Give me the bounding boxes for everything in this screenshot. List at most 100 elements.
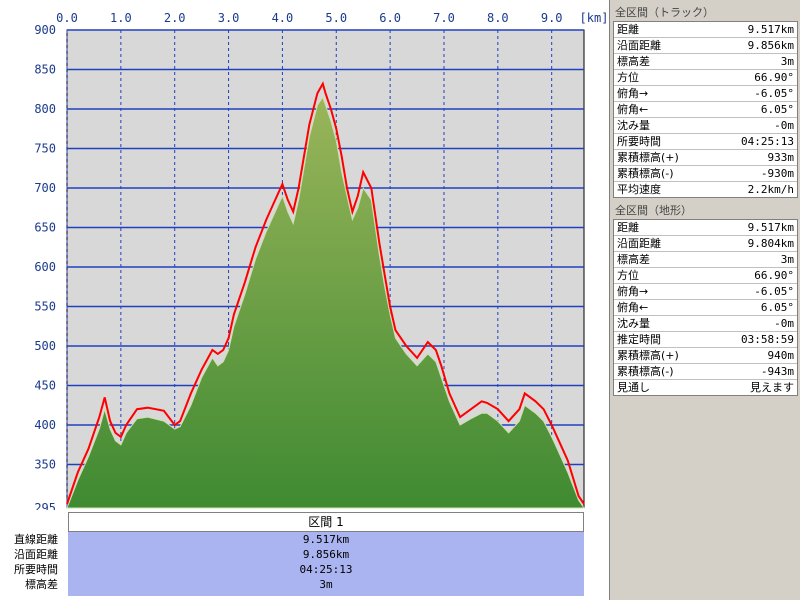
- stat-label: 俯角←: [617, 103, 649, 116]
- y-tick-label: 800: [34, 102, 56, 116]
- stat-row: 沈み量 -0m: [614, 316, 797, 332]
- x-tick-label: 4.0: [272, 11, 294, 25]
- stat-value: 9.517km: [747, 221, 794, 234]
- stat-label: 標高差: [617, 253, 650, 266]
- stat-row: 累積標高(+) 940m: [614, 348, 797, 364]
- terrain-section: 全区間（地形） 距離 9.517km 沿面距離 9.804km 標高差 3m 方位 66.90…: [613, 200, 798, 396]
- stat-row: 俯角→ -6.05°: [614, 284, 797, 300]
- x-tick-label: 2.0: [164, 11, 186, 25]
- stat-value: 9.856km: [747, 39, 794, 52]
- stat-label: 平均速度: [617, 183, 661, 196]
- x-tick-label: 1.0: [110, 11, 132, 25]
- x-tick-label: 8.0: [487, 11, 509, 25]
- stat-value: 66.90°: [754, 71, 794, 84]
- y-tick-label: 450: [34, 379, 56, 393]
- y-tick-label: 900: [34, 23, 56, 37]
- stat-value: -0m: [774, 119, 794, 132]
- stat-row: 見通し 見えます: [614, 380, 797, 395]
- stat-label: 方位: [617, 269, 639, 282]
- stat-label: 標高差: [617, 55, 650, 68]
- stat-value: 940m: [767, 349, 795, 362]
- track-stats-table: 距離 9.517km 沿面距離 9.856km 標高差 3m 方位 66.90° 俯角→ -6.0…: [613, 21, 798, 198]
- terrain-area: [66, 96, 585, 509]
- segment-label: 所要時間: [14, 563, 58, 576]
- stat-label: 俯角←: [617, 301, 649, 314]
- stat-label: 累積標高(+): [617, 151, 679, 164]
- segment-value: 3m: [319, 578, 333, 591]
- terrain-stats-table: 距離 9.517km 沿面距離 9.804km 標高差 3m 方位 66.90° 俯角→ -6.0…: [613, 219, 798, 396]
- stat-row: 標高差 3m: [614, 252, 797, 268]
- terrain-header: 全区間（地形）: [615, 204, 692, 217]
- stat-value: 3m: [780, 55, 794, 68]
- stat-row: 累積標高(-) -930m: [614, 166, 797, 182]
- segment-label: 沿面距離: [14, 548, 58, 561]
- y-tick-label: 700: [34, 181, 56, 195]
- y-tick-label: 750: [34, 142, 56, 156]
- x-tick-label: 3.0: [218, 11, 240, 25]
- stat-row: 俯角← 6.05°: [614, 102, 797, 118]
- stat-label: 沈み量: [617, 317, 650, 330]
- stat-label: 沈み量: [617, 119, 650, 132]
- stat-value: 3m: [780, 253, 794, 266]
- stat-label: 俯角→: [617, 285, 649, 298]
- stat-value: -943m: [760, 365, 794, 378]
- stat-value: 66.90°: [754, 269, 794, 282]
- stat-row: 距離 9.517km: [614, 22, 797, 38]
- stat-label: 距離: [617, 23, 639, 36]
- stat-value: -6.05°: [754, 285, 794, 298]
- y-tick-label: 295: [34, 501, 56, 510]
- segment-value: 04:25:13: [299, 563, 353, 576]
- stat-row: 方位 66.90°: [614, 268, 797, 284]
- track-section: 全区間（トラック） 距離 9.517km 沿面距離 9.856km 標高差 3m 方位 66.…: [613, 2, 798, 198]
- stat-row: 所要時間 04:25:13: [614, 134, 797, 150]
- stat-row: 累積標高(-) -943m: [614, 364, 797, 380]
- x-tick-label: 9.0: [541, 11, 563, 25]
- stat-value: 6.05°: [760, 301, 794, 314]
- stat-label: 見通し: [617, 381, 650, 394]
- stat-value: -6.05°: [754, 87, 794, 100]
- stat-row: 俯角← 6.05°: [614, 300, 797, 316]
- stat-row: 俯角→ -6.05°: [614, 86, 797, 102]
- stat-value: 9.804km: [747, 237, 794, 250]
- y-tick-label: 550: [34, 300, 56, 314]
- y-tick-label: 850: [34, 63, 56, 77]
- x-axis-unit: [km]: [580, 11, 608, 25]
- stat-label: 距離: [617, 221, 639, 234]
- chart-svg: 0.0 1.0 2.0 3.0 4.0 5.0 6.0 7.0 8.0 9.0 [km] 900 850…: [34, 11, 608, 515]
- segment-value: 9.517km: [302, 533, 350, 546]
- stat-row: 標高差 3m: [614, 54, 797, 70]
- segment-labels: 直線距離 沿面距離 所要時間 標高差: [0, 532, 62, 592]
- stat-value: -930m: [760, 167, 794, 180]
- stat-label: 累積標高(-): [617, 365, 674, 378]
- stat-label: 累積標高(+): [617, 349, 679, 362]
- y-tick-label: 350: [34, 458, 56, 472]
- y-tick-label: 500: [34, 339, 56, 353]
- stat-value: -0m: [774, 317, 794, 330]
- stat-row: 推定時間 03:58:59: [614, 332, 797, 348]
- x-tick-label: 6.0: [379, 11, 401, 25]
- stat-label: 沿面距離: [617, 39, 661, 52]
- stat-row: 累積標高(+) 933m: [614, 150, 797, 166]
- x-tick-label: 0.0: [56, 11, 78, 25]
- stat-row: 沿面距離 9.856km: [614, 38, 797, 54]
- stat-value: 6.05°: [760, 103, 794, 116]
- stat-row: 方位 66.90°: [614, 70, 797, 86]
- stats-panel: 全区間（トラック） 距離 9.517km 沿面距離 9.856km 標高差 3m 方位 66.…: [609, 0, 800, 600]
- stat-value: 9.517km: [747, 23, 794, 36]
- stat-label: 所要時間: [617, 135, 661, 148]
- segment-value: 9.856km: [302, 548, 350, 561]
- stat-value: 2.2km/h: [747, 183, 794, 196]
- segment-label: 標高差: [25, 578, 58, 591]
- y-tick-label: 600: [34, 260, 56, 274]
- track-header: 全区間（トラック）: [615, 6, 714, 19]
- track-line: [66, 81, 585, 505]
- stat-row: 平均速度 2.2km/h: [614, 182, 797, 197]
- segment-label: 直線距離: [14, 533, 58, 546]
- segment-title[interactable]: 区間 1: [68, 512, 584, 532]
- x-tick-label: 5.0: [325, 11, 347, 25]
- segment-values: 9.517km 9.856km 04:25:13 3m: [68, 532, 584, 596]
- x-tick-label: 7.0: [433, 11, 455, 25]
- stat-label: 累積標高(-): [617, 167, 674, 180]
- y-tick-label: 650: [34, 221, 56, 235]
- stat-label: 俯角→: [617, 87, 649, 100]
